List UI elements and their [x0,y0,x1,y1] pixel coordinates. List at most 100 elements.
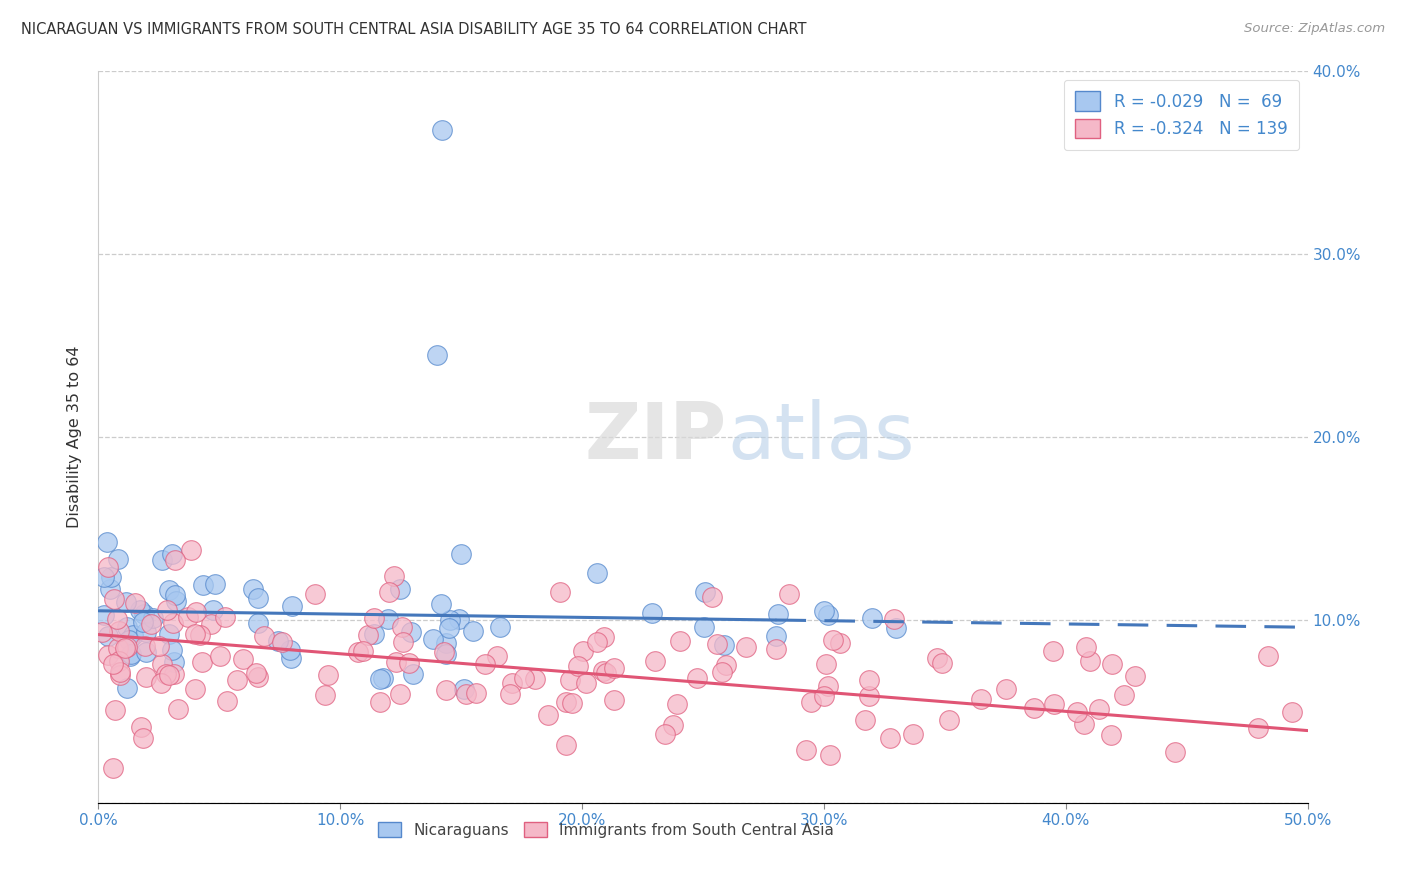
Point [1042,644,1064,658]
Point [695,585,717,599]
Point [247,616,270,631]
Point [103,657,125,671]
Point [813,690,835,704]
Point [692,620,714,634]
Point [1247,722,1270,736]
Point [766,607,789,621]
Point [489,619,512,633]
Point [135,625,157,640]
Point [498,687,520,701]
Point [654,727,676,741]
Point [246,591,269,605]
Point [352,644,374,658]
Point [426,348,449,362]
Point [603,693,626,707]
Point [439,613,461,627]
Point [879,731,901,746]
Point [201,603,224,617]
Point [710,665,733,679]
Point [163,667,186,681]
Point [1164,745,1187,759]
Point [433,645,456,659]
Point [215,694,238,708]
Point [134,639,156,653]
Text: ZIP: ZIP [585,399,727,475]
Point [159,668,181,682]
Point [1043,697,1066,711]
Point [93,570,115,584]
Point [644,654,666,668]
Point [572,643,595,657]
Point [537,708,560,723]
Point [115,640,138,655]
Point [765,629,787,643]
Point [104,703,127,717]
Point [796,743,818,757]
Point [281,599,304,613]
Point [512,671,534,685]
Point [586,566,609,580]
Point [1074,640,1097,654]
Point [163,655,186,669]
Point [465,686,488,700]
Point [817,678,839,692]
Point [1281,705,1303,719]
Point [280,642,302,657]
Point [316,667,339,681]
Point [129,603,152,617]
Point [155,667,177,681]
Point [700,590,723,604]
Point [356,628,378,642]
Y-axis label: Disability Age 35 to 64: Disability Age 35 to 64 [67,346,83,528]
Point [860,610,883,624]
Point [523,672,546,686]
Point [585,635,607,649]
Point [817,608,839,623]
Point [706,637,728,651]
Point [97,648,120,663]
Point [163,553,186,567]
Point [378,585,401,599]
Point [184,627,207,641]
Point [157,626,180,640]
Point [242,582,264,597]
Point [124,596,146,610]
Point [186,605,208,619]
Point [548,585,571,599]
Point [150,657,173,672]
Point [713,638,735,652]
Point [561,696,583,710]
Point [184,682,207,697]
Point [1257,649,1279,664]
Point [120,648,142,663]
Point [157,582,180,597]
Point [686,671,709,685]
Point [377,612,399,626]
Point [165,594,187,608]
Point [135,645,157,659]
Point [886,621,908,635]
Point [450,548,472,562]
Text: NICARAGUAN VS IMMIGRANTS FROM SOUTH CENTRAL ASIA DISABILITY AGE 35 TO 64 CORRELA: NICARAGUAN VS IMMIGRANTS FROM SOUTH CENT… [21,22,807,37]
Point [1066,705,1088,719]
Point [434,683,457,698]
Point [167,702,190,716]
Point [560,673,582,687]
Point [98,582,121,597]
Point [247,670,270,684]
Point [267,634,290,648]
Point [163,588,186,602]
Point [662,718,685,732]
Point [555,695,578,709]
Point [1099,728,1122,742]
Text: atlas: atlas [727,399,915,475]
Point [575,676,598,690]
Point [938,713,960,727]
Point [363,627,385,641]
Point [818,747,841,762]
Point [603,661,626,675]
Point [115,595,138,609]
Point [148,639,170,653]
Legend: Nicaraguans, Immigrants from South Central Asia: Nicaraguans, Immigrants from South Centr… [366,810,846,850]
Point [903,727,925,741]
